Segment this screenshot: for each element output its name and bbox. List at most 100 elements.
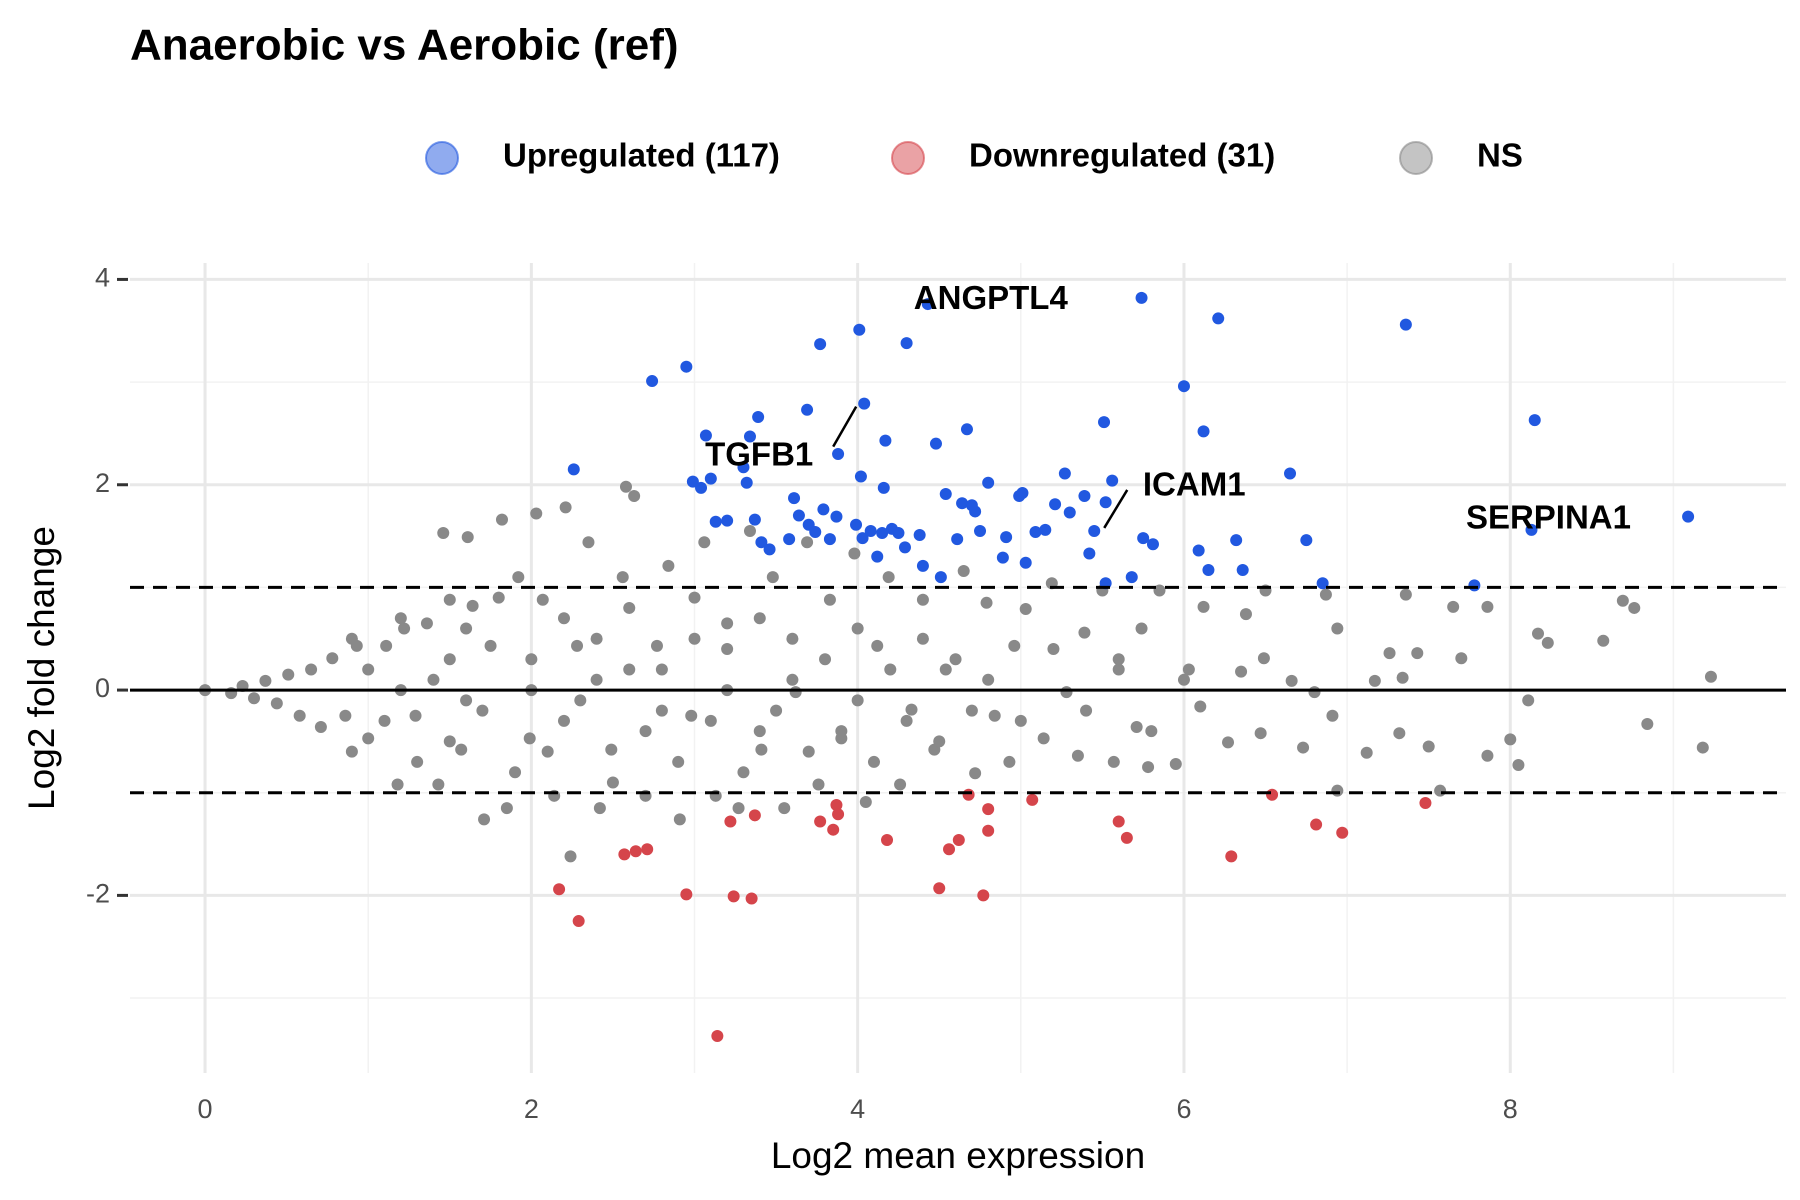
point (1125, 571, 1138, 584)
point (1202, 563, 1215, 576)
point (1239, 608, 1252, 621)
point (590, 673, 603, 686)
legend-marker (891, 141, 925, 175)
point (1182, 663, 1195, 676)
point (848, 547, 861, 560)
point (1049, 498, 1062, 511)
point (823, 533, 836, 546)
point (1336, 826, 1349, 839)
point (952, 833, 965, 846)
point (655, 663, 668, 676)
point (339, 709, 352, 722)
point (832, 447, 845, 460)
y-axis-title: Log2 fold change (21, 526, 62, 810)
point (1512, 759, 1525, 772)
point (737, 766, 750, 779)
point (850, 518, 863, 531)
point (1285, 674, 1298, 687)
point (755, 536, 768, 549)
point (1169, 757, 1182, 770)
point (858, 397, 871, 410)
point (1197, 425, 1210, 438)
point (1099, 496, 1112, 509)
x-tick-label: 2 (524, 1094, 539, 1124)
point (949, 653, 962, 666)
point (755, 743, 768, 756)
point (411, 755, 424, 768)
point (1000, 531, 1013, 544)
point (916, 632, 929, 645)
point (809, 525, 822, 538)
point (1411, 647, 1424, 660)
point (982, 803, 995, 816)
point (564, 850, 577, 863)
point (326, 652, 339, 665)
point (1696, 741, 1709, 754)
point (894, 778, 907, 791)
point (362, 663, 375, 676)
point (732, 802, 745, 815)
point (851, 694, 864, 707)
point (641, 843, 654, 856)
point (593, 802, 606, 815)
point (721, 617, 734, 630)
point (801, 403, 814, 416)
point (1047, 643, 1060, 656)
point (969, 505, 982, 518)
point (1098, 416, 1111, 429)
point (495, 513, 508, 526)
point (823, 593, 836, 606)
point (871, 550, 884, 563)
point (969, 767, 982, 780)
point (1078, 490, 1091, 503)
point (1331, 622, 1344, 635)
point (618, 848, 631, 861)
point (1616, 594, 1629, 607)
point (1029, 525, 1042, 538)
point (982, 673, 995, 686)
point (876, 527, 889, 539)
point (628, 490, 641, 503)
point (1300, 534, 1313, 547)
point (832, 808, 845, 821)
point (819, 653, 832, 666)
point (623, 663, 636, 676)
point (345, 745, 358, 758)
point (1481, 749, 1494, 762)
point (792, 509, 805, 522)
point (859, 795, 872, 808)
point (864, 524, 877, 537)
point (1254, 727, 1267, 740)
point (1003, 755, 1016, 768)
point (427, 673, 440, 686)
point (443, 593, 456, 606)
point (1008, 639, 1021, 652)
point (492, 591, 505, 604)
point (956, 497, 969, 510)
point (1326, 709, 1339, 722)
point (1060, 686, 1073, 699)
annotation-segment (1103, 489, 1129, 529)
point (996, 551, 1009, 564)
point (982, 824, 995, 837)
point (1177, 673, 1190, 686)
point (745, 892, 758, 905)
point (314, 721, 327, 734)
point (557, 714, 570, 727)
point (380, 639, 393, 652)
point (672, 755, 685, 768)
point (673, 813, 686, 826)
point (1197, 600, 1210, 613)
point (553, 883, 566, 896)
point (1112, 815, 1125, 828)
point (727, 890, 740, 903)
point (500, 802, 513, 815)
point (977, 889, 990, 902)
point (1194, 700, 1207, 713)
point (655, 704, 668, 717)
point (1088, 524, 1101, 537)
point (572, 915, 585, 928)
point (881, 833, 894, 846)
point (1016, 486, 1029, 499)
point (432, 778, 445, 791)
